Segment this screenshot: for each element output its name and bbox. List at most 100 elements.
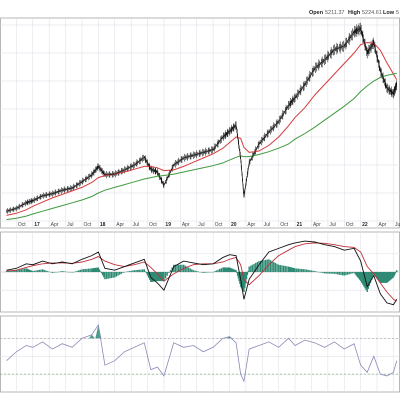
macd-histogram-bar xyxy=(156,272,159,282)
macd-histogram-bar xyxy=(184,265,186,272)
macd-histogram-bar xyxy=(22,268,24,272)
macd-histogram-bar xyxy=(10,270,13,272)
macd-histogram-bar xyxy=(32,271,34,272)
x-tick-label: Apr xyxy=(116,222,124,228)
macd-histogram-bar xyxy=(179,264,182,272)
macd-histogram-bar xyxy=(222,267,224,272)
macd-histogram-bar xyxy=(37,270,39,272)
macd-histogram-bar xyxy=(127,271,129,272)
macd-histogram-bar xyxy=(192,270,195,272)
macd-histogram-bar xyxy=(389,272,391,281)
macd-histogram-bar xyxy=(246,272,249,276)
macd-histogram-bar xyxy=(239,272,241,284)
macd-histogram-bar xyxy=(84,268,86,272)
macd-histogram-bar xyxy=(305,269,308,272)
macd-histogram-bar xyxy=(128,271,131,272)
macd-histogram-bar xyxy=(94,267,96,272)
macd-histogram-bar xyxy=(394,272,396,274)
macd-histogram-bar xyxy=(143,269,145,272)
macd-histogram-bar xyxy=(226,267,229,272)
macd-histogram-bar xyxy=(81,269,83,272)
macd-histogram-bar xyxy=(292,267,294,272)
macd-histogram-bar xyxy=(279,265,282,272)
x-tick-label: Jul xyxy=(264,222,270,228)
x-tick-label: Apr xyxy=(182,222,190,228)
macd-histogram-bar xyxy=(146,272,149,276)
x-tick-label: 21 xyxy=(297,222,303,228)
macd-histogram-bar xyxy=(366,272,368,292)
macd-histogram-bar xyxy=(168,272,170,273)
macd-histogram-bar xyxy=(233,269,235,272)
macd-histogram-bar xyxy=(228,267,231,272)
macd-histogram-bar xyxy=(284,265,286,272)
macd-histogram-bar xyxy=(38,269,41,272)
macd-histogram-bar xyxy=(169,270,172,272)
macd-histogram-bar xyxy=(14,270,16,272)
macd-histogram-bar xyxy=(220,268,223,272)
low-value: 5 xyxy=(396,10,399,16)
macd-histogram-bar xyxy=(145,272,148,274)
macd-histogram-bar xyxy=(302,269,304,272)
macd-histogram-bar xyxy=(96,267,98,272)
macd-histogram-bar xyxy=(293,268,295,272)
macd-histogram-bar xyxy=(327,272,329,274)
macd-histogram-bar xyxy=(359,272,362,282)
macd-histogram-bar xyxy=(35,270,37,272)
macd-histogram-bar xyxy=(214,271,216,272)
macd-histogram-bar xyxy=(370,272,373,280)
macd-histogram-bar xyxy=(74,271,77,272)
macd-histogram-bar xyxy=(362,272,364,285)
macd-histogram-bar xyxy=(17,269,19,272)
macd-histogram-bar xyxy=(46,271,49,272)
macd-histogram-bar xyxy=(390,272,392,280)
macd-histogram-bar xyxy=(95,267,97,272)
macd-histogram-bar xyxy=(296,268,298,272)
macd-histogram-bar xyxy=(159,272,162,282)
price-line xyxy=(6,28,398,212)
macd-histogram-bar xyxy=(147,272,150,278)
macd-histogram-bar xyxy=(294,268,296,272)
macd-histogram-bar xyxy=(76,270,78,272)
macd-histogram-bar xyxy=(338,272,341,275)
macd-histogram-bar xyxy=(340,272,342,276)
macd-histogram-bar xyxy=(235,270,237,272)
macd-histogram-bar xyxy=(322,272,324,274)
macd-histogram-bar xyxy=(92,268,94,272)
macd-histogram-bar xyxy=(230,268,233,272)
macd-histogram-bar xyxy=(138,269,141,272)
macd-line xyxy=(6,240,398,306)
macd-histogram-bar xyxy=(357,272,360,279)
macd-histogram-bar xyxy=(18,269,21,272)
macd-histogram-bar xyxy=(312,270,314,272)
macd-histogram-bar xyxy=(323,272,326,274)
macd-histogram-bar xyxy=(309,270,311,272)
macd-histogram-bar xyxy=(174,264,177,272)
macd-histogram-bar xyxy=(82,269,85,272)
macd-histogram-bar xyxy=(328,272,331,274)
macd-histogram-bar xyxy=(161,272,163,282)
macd-histogram-bar xyxy=(356,272,359,277)
macd-histogram-bar xyxy=(387,272,389,282)
macd-histogram-bar xyxy=(364,272,366,289)
macd-histogram-bar xyxy=(28,269,31,272)
x-tick-label: 20 xyxy=(231,222,237,228)
macd-histogram-bar xyxy=(253,263,255,272)
macd-histogram-bar xyxy=(385,272,387,283)
macd-histogram-bar xyxy=(120,272,123,274)
macd-histogram-bar xyxy=(337,272,339,275)
x-tick-label: 18 xyxy=(100,222,106,228)
macd-histogram-bar xyxy=(7,270,9,272)
macd-histogram-bar xyxy=(236,272,238,273)
macd-histogram-bar xyxy=(394,272,397,273)
macd-histogram-bar xyxy=(223,267,225,272)
macd-histogram-bar xyxy=(117,272,119,276)
x-tick-label: Jul xyxy=(329,222,335,228)
macd-histogram-bar xyxy=(191,269,193,272)
macd-histogram-bar xyxy=(232,268,234,272)
macd-histogram-bar xyxy=(350,272,352,274)
macd-histogram-bar xyxy=(118,272,121,275)
macd-histogram-bar xyxy=(297,268,300,272)
macd-histogram-bar xyxy=(122,272,124,273)
macd-histogram-bar xyxy=(87,268,90,272)
macd-histogram-bar xyxy=(343,272,345,276)
